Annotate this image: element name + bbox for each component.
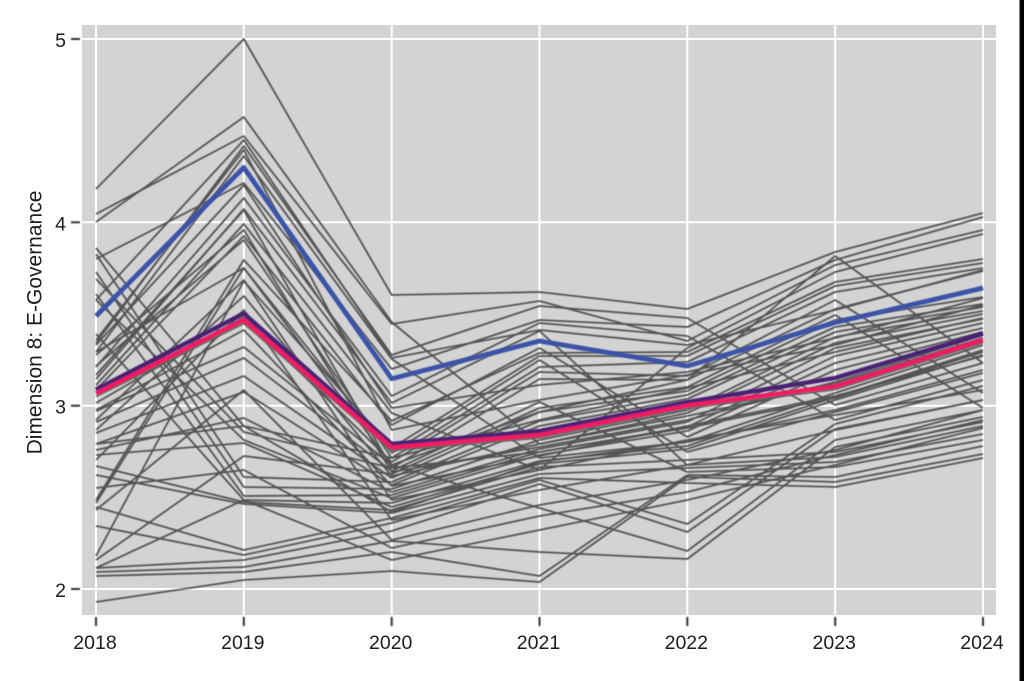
svg-text:5: 5	[55, 30, 66, 52]
svg-text:2022: 2022	[665, 632, 708, 654]
svg-text:2020: 2020	[369, 632, 413, 654]
svg-text:2023: 2023	[813, 632, 856, 654]
svg-text:3: 3	[55, 397, 66, 419]
svg-text:2: 2	[55, 580, 66, 602]
svg-text:4: 4	[55, 213, 66, 235]
svg-text:2018: 2018	[73, 632, 116, 654]
svg-text:Dimension 8: E-Governance: Dimension 8: E-Governance	[24, 191, 47, 455]
svg-text:2024: 2024	[960, 632, 1004, 654]
svg-text:2019: 2019	[221, 632, 264, 654]
svg-text:2021: 2021	[517, 632, 560, 654]
